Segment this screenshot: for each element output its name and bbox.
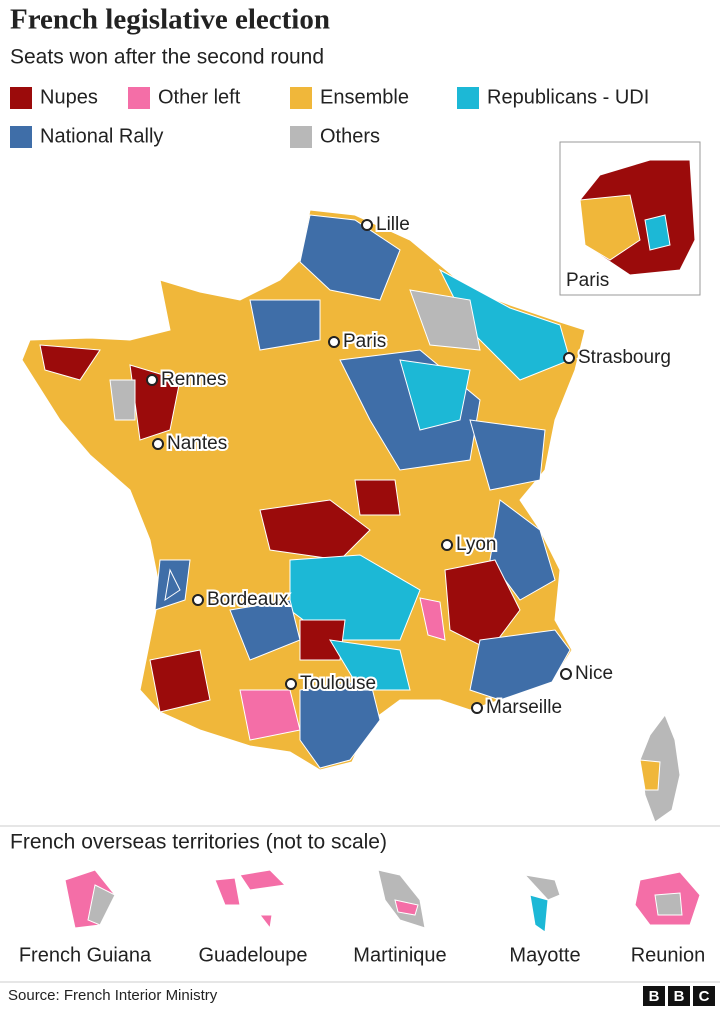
logo-letter: C — [699, 988, 710, 1005]
constituency-area — [149, 649, 211, 713]
territory-shape — [523, 874, 561, 901]
paris-inset-area — [644, 214, 671, 251]
city-marker — [563, 352, 575, 364]
city-label: Nice — [575, 663, 613, 684]
constituency-area — [469, 419, 546, 491]
legend-label: Ensemble — [320, 86, 409, 108]
constituency-area — [419, 597, 446, 641]
legend-label: Nupes — [40, 86, 98, 108]
city-label: Bordeaux — [207, 589, 289, 610]
paris-inset-area — [579, 194, 641, 261]
territory-shape — [214, 877, 241, 906]
constituency-area — [109, 379, 136, 421]
constituency-area — [164, 568, 181, 602]
logo-block — [693, 986, 715, 1006]
logo-block — [643, 986, 665, 1006]
territory-shape — [654, 892, 683, 916]
constituency-area — [489, 499, 556, 601]
territory-label: Guadeloupe — [199, 944, 308, 966]
constituency-area — [249, 299, 321, 351]
constituency-area — [229, 599, 301, 661]
constituency-area — [409, 289, 481, 351]
city-marker — [146, 374, 158, 386]
constituency-area — [259, 499, 371, 561]
subtitle: Seats won after the second round — [10, 46, 324, 69]
territory-shape — [87, 884, 116, 926]
constituency-area — [299, 214, 401, 301]
title: French legislative election — [10, 4, 330, 36]
constituency-area — [39, 344, 101, 381]
legend-label: National Rally — [40, 125, 163, 147]
legend-swatch — [290, 126, 312, 148]
legend-label: Others — [320, 125, 380, 147]
city-marker — [441, 539, 453, 551]
city-label: Toulouse — [300, 673, 376, 694]
constituency-area — [354, 479, 401, 516]
constituency-area — [444, 559, 521, 651]
territory-shape — [529, 894, 549, 933]
legend-label: Other left — [158, 86, 241, 108]
legend-swatch — [128, 87, 150, 109]
legend-label: Republicans - UDI — [487, 86, 649, 108]
territory-shape — [394, 899, 419, 916]
city-label: Nantes — [167, 433, 227, 454]
constituency-area — [469, 629, 571, 701]
territory-shape — [377, 869, 426, 929]
inset-label: Paris — [566, 270, 609, 291]
constituency-area — [239, 689, 301, 741]
city-label: Lyon — [456, 534, 497, 555]
city-marker — [471, 702, 483, 714]
source: Source: French Interior Ministry — [8, 987, 218, 1004]
city-label: Strasbourg — [578, 347, 671, 368]
city-label: Paris — [343, 331, 386, 352]
city-label: Marseille — [486, 697, 562, 718]
mainland — [21, 209, 586, 771]
territory-shape — [239, 869, 287, 891]
constituency-area — [129, 364, 181, 441]
constituency-area — [329, 639, 411, 691]
legend-swatch — [290, 87, 312, 109]
city-marker — [560, 668, 572, 680]
legend-swatch — [10, 126, 32, 148]
logo-letter: B — [649, 988, 660, 1005]
legend-swatch — [10, 87, 32, 109]
overseas-title: French overseas territories (not to scal… — [10, 831, 387, 854]
territory-shape — [258, 914, 273, 930]
city-marker — [361, 219, 373, 231]
city-label: Rennes — [161, 369, 227, 390]
territory-label: Reunion — [631, 944, 706, 966]
city-marker — [328, 336, 340, 348]
city-marker — [152, 438, 164, 450]
corsica-area — [639, 759, 661, 791]
constituency-area — [399, 359, 471, 431]
legend-swatch — [457, 87, 479, 109]
territory-label: Mayotte — [509, 944, 580, 966]
city-marker — [285, 678, 297, 690]
logo-letter: B — [674, 988, 685, 1005]
city-label: Lille — [376, 214, 410, 235]
territory-label: Martinique — [353, 944, 446, 966]
logo-block — [668, 986, 690, 1006]
city-marker — [192, 594, 204, 606]
territory-label: French Guiana — [19, 944, 152, 966]
constituency-area — [299, 619, 346, 661]
